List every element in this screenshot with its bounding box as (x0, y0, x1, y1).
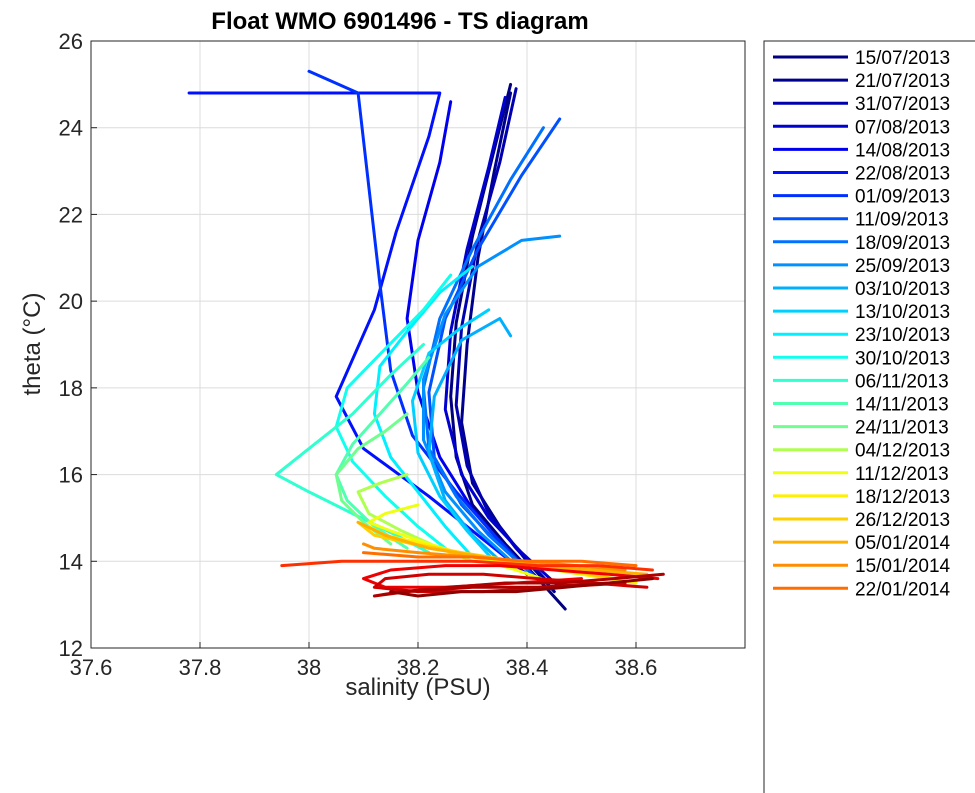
x-tick-label: 37.6 (70, 655, 113, 680)
series-line-10 (422, 234, 562, 568)
chart-title: Float WMO 6901496 - TS diagram (211, 8, 588, 35)
legend: 15/07/201321/07/201331/07/201307/08/2013… (763, 40, 975, 793)
y-axis-label: theta (°C) (19, 293, 46, 396)
x-tick-label: 38.2 (397, 655, 440, 680)
legend-label: 22/08/2013 (855, 164, 950, 185)
legend-label: 15/01/2014 (855, 556, 951, 577)
y-tick-label: 16 (59, 463, 83, 488)
x-tick-label: 38 (297, 655, 321, 680)
x-tick-label: 38.6 (615, 655, 658, 680)
y-tick-label: 22 (59, 202, 83, 227)
legend-label: 07/08/2013 (855, 117, 950, 138)
legend-label: 18/12/2013 (855, 487, 950, 508)
legend-label: 22/01/2014 (855, 579, 951, 600)
x-tick-label: 37.8 (179, 655, 222, 680)
legend-label: 06/11/2013 (855, 371, 949, 392)
axis-ticks: 37.6 37.8 38 38.2 38.4 38.6 12 14 16 18 20 22 24 26 (59, 29, 658, 680)
series-line-11 (427, 317, 513, 568)
legend-label: 01/09/2013 (855, 187, 950, 208)
legend-label: 31/07/2013 (855, 94, 950, 115)
legend-label: 23/10/2013 (855, 325, 950, 346)
legend-label: 11/12/2013 (855, 464, 949, 485)
series-line-28 (372, 572, 665, 598)
series-line-7 (307, 69, 529, 572)
y-tick-label: 24 (59, 116, 83, 141)
series-line-13 (372, 265, 474, 559)
legend-label: 24/11/2013 (855, 418, 949, 439)
legend-label: 25/09/2013 (855, 256, 950, 277)
legend-label: 14/08/2013 (855, 140, 950, 161)
series-group (187, 69, 665, 611)
y-tick-label: 20 (59, 289, 83, 314)
legend-label: 15/07/2013 (855, 48, 950, 69)
legend-label: 30/10/2013 (855, 348, 950, 369)
legend-label: 03/10/2013 (855, 279, 950, 300)
series-line-17 (334, 412, 409, 546)
legend-label: 18/09/2013 (855, 233, 950, 254)
x-tick-label: 38.4 (506, 655, 549, 680)
legend-label: 11/09/2013 (855, 210, 949, 231)
y-tick-label: 14 (59, 549, 83, 574)
series-line-12 (411, 308, 496, 563)
y-tick-label: 12 (59, 636, 83, 661)
y-tick-label: 26 (59, 29, 83, 54)
series-line-29 (389, 577, 654, 598)
legend-label: 05/01/2014 (855, 533, 951, 554)
legend-label: 26/12/2013 (855, 510, 950, 531)
legend-box (763, 40, 975, 793)
series-line-25 (280, 559, 654, 572)
y-tick-label: 18 (59, 376, 83, 401)
legend-label: 14/11/2013 (855, 395, 949, 416)
series-line-4 (443, 95, 562, 589)
legend-label: 21/07/2013 (855, 71, 950, 92)
legend-label: 04/12/2013 (855, 441, 950, 462)
x-axis-label: salinity (PSU) (345, 674, 490, 701)
legend-label: 13/10/2013 (855, 302, 950, 323)
series-line-24 (362, 551, 638, 568)
